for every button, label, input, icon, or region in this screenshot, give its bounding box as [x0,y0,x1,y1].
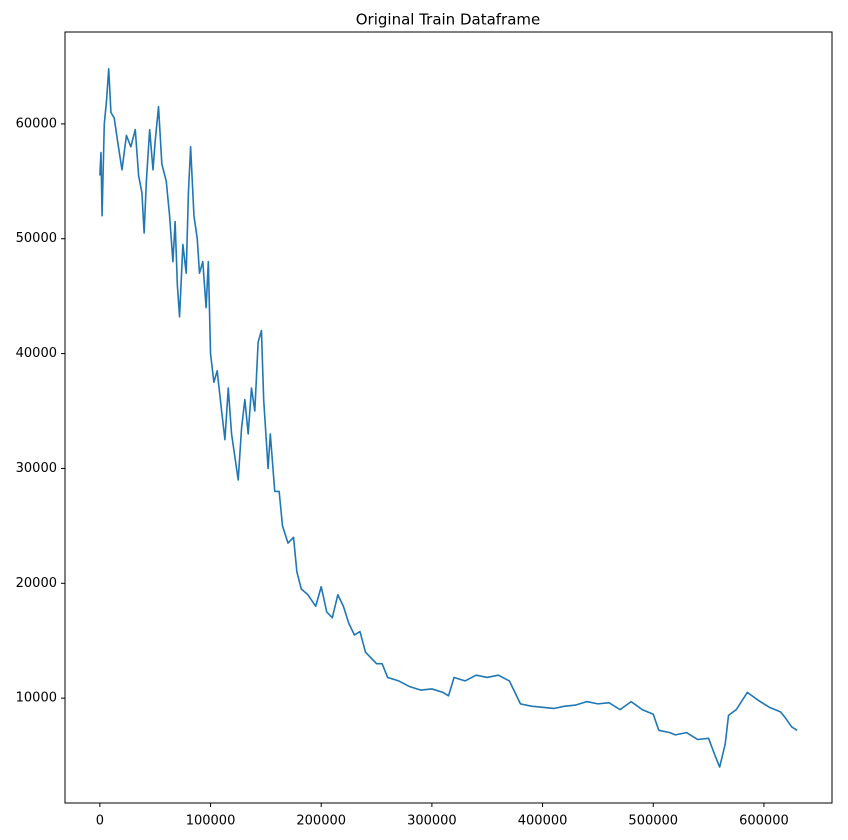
x-tick-label: 100000 [186,814,236,829]
y-tick-label: 30000 [16,461,57,476]
x-tick-label: 500000 [628,814,678,829]
x-tick-label: 600000 [739,814,789,829]
y-tick-label: 40000 [16,346,57,361]
y-tick-label: 50000 [16,231,57,246]
x-tick-label: 200000 [296,814,346,829]
y-tick-label: 20000 [16,576,57,591]
x-tick-label: 0 [96,814,104,829]
x-tick-label: 300000 [407,814,457,829]
chart-title: Original Train Dataframe [356,11,541,29]
y-tick-label: 60000 [16,116,57,131]
data-line [99,67,798,768]
x-tick-label: 400000 [518,814,568,829]
y-tick-label: 10000 [16,691,57,706]
plot-frame [64,31,833,804]
